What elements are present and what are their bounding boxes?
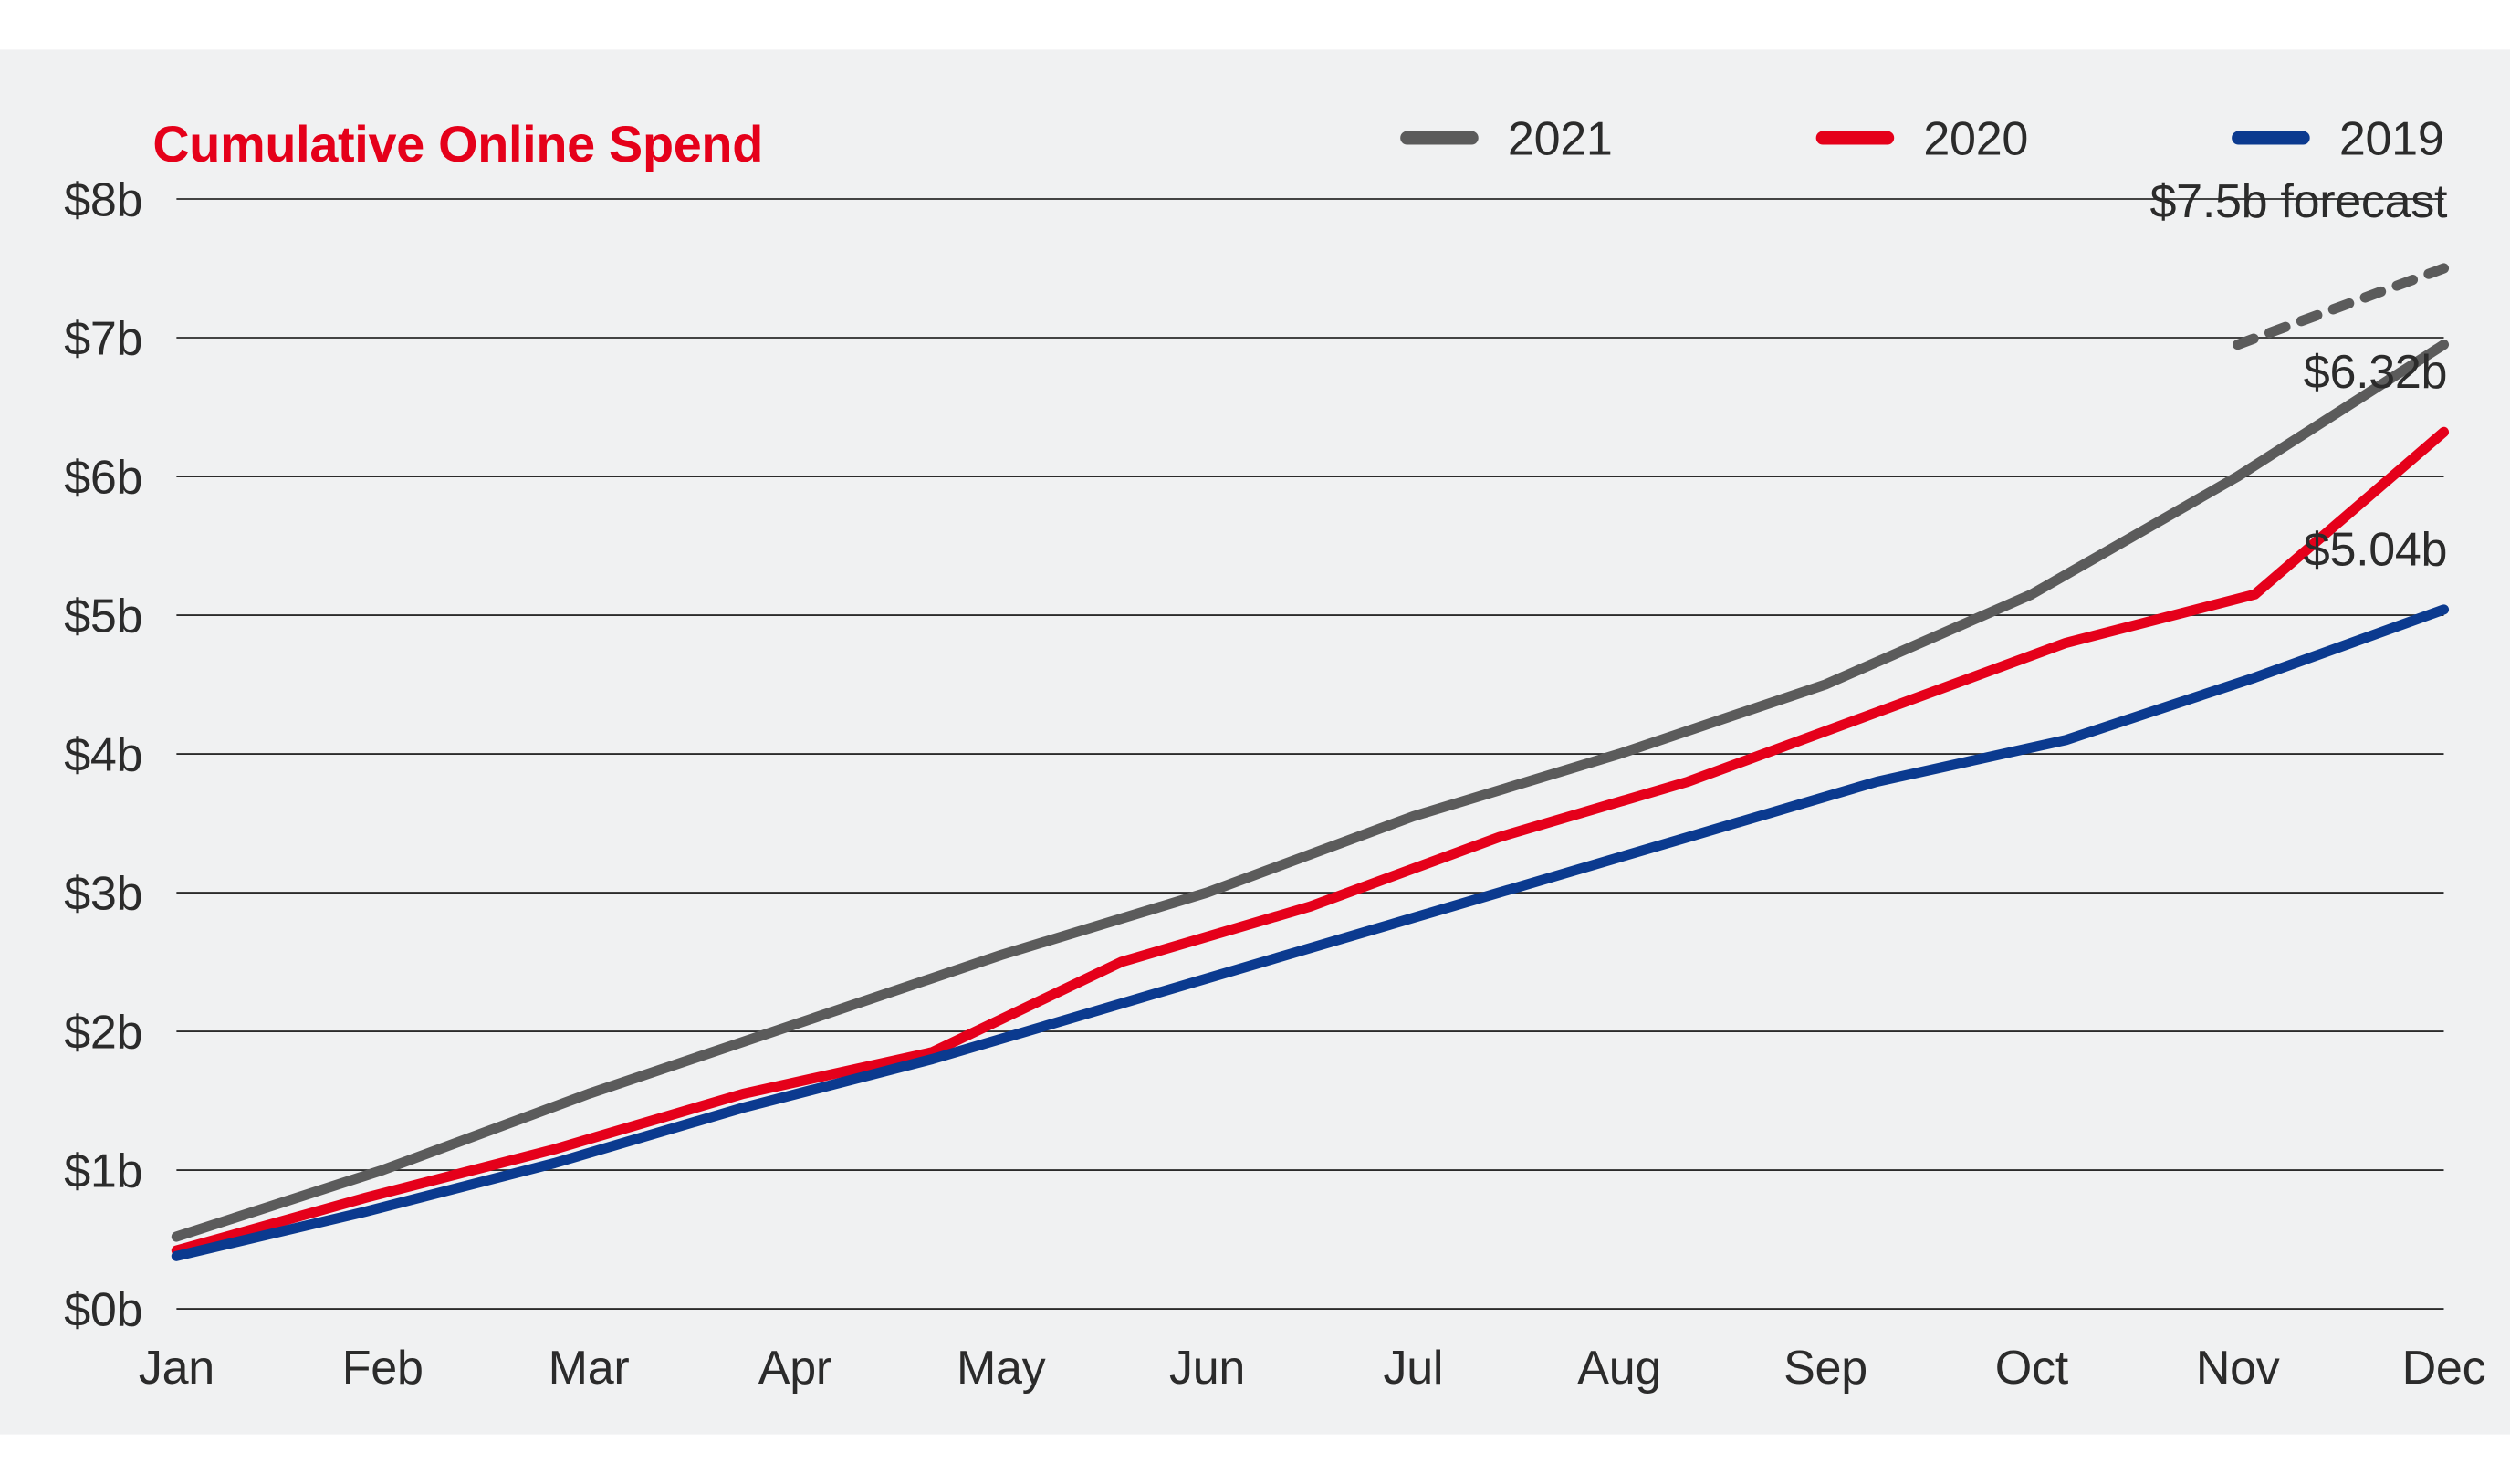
y-tick-label: $6b	[64, 452, 142, 505]
x-tick-label: Jan	[139, 1342, 214, 1395]
y-tick-label: $4b	[64, 729, 142, 782]
legend-label: 2019	[2339, 113, 2444, 166]
y-tick-label: $1b	[64, 1145, 142, 1198]
y-tick-label: $8b	[64, 174, 142, 227]
y-tick-label: $7b	[64, 313, 142, 366]
series-end-label: $5.04b	[2304, 524, 2447, 577]
legend-swatch	[2232, 131, 2310, 145]
legend-swatch	[1400, 131, 1479, 145]
x-tick-label: Jun	[1169, 1342, 1245, 1395]
y-tick-label: $3b	[64, 868, 142, 921]
x-tick-label: Apr	[758, 1342, 831, 1395]
line-chart: $0b $1b $2b $3b $4b $5b $6b $7b $8b Jan Feb Mar Apr M…	[0, 0, 2510, 1484]
x-tick-label: Aug	[1577, 1342, 1661, 1395]
chart-container: $0b $1b $2b $3b $4b $5b $6b $7b $8b Jan Feb Mar Apr M…	[0, 0, 2510, 1484]
x-tick-label: Mar	[549, 1342, 630, 1395]
x-tick-label: Sep	[1783, 1342, 1867, 1395]
legend-swatch	[1816, 131, 1895, 145]
legend-label: 2020	[1923, 113, 2028, 166]
y-tick-label: $5b	[64, 590, 142, 643]
series-end-label: $7.5b forecast	[2150, 175, 2449, 228]
y-tick-label: $2b	[64, 1007, 142, 1060]
y-tick-label: $0b	[64, 1284, 142, 1337]
series-end-label: $6.32b	[2304, 346, 2447, 399]
chart-title: Cumulative Online Spend	[152, 116, 763, 172]
x-tick-label: Nov	[2196, 1342, 2280, 1395]
x-tick-label: Jul	[1384, 1342, 1444, 1395]
x-tick-label: Feb	[342, 1342, 424, 1395]
x-tick-label: Dec	[2402, 1342, 2486, 1395]
x-tick-label: Oct	[1995, 1342, 2069, 1395]
x-tick-label: May	[957, 1342, 1046, 1395]
legend-label: 2021	[1508, 113, 1613, 166]
